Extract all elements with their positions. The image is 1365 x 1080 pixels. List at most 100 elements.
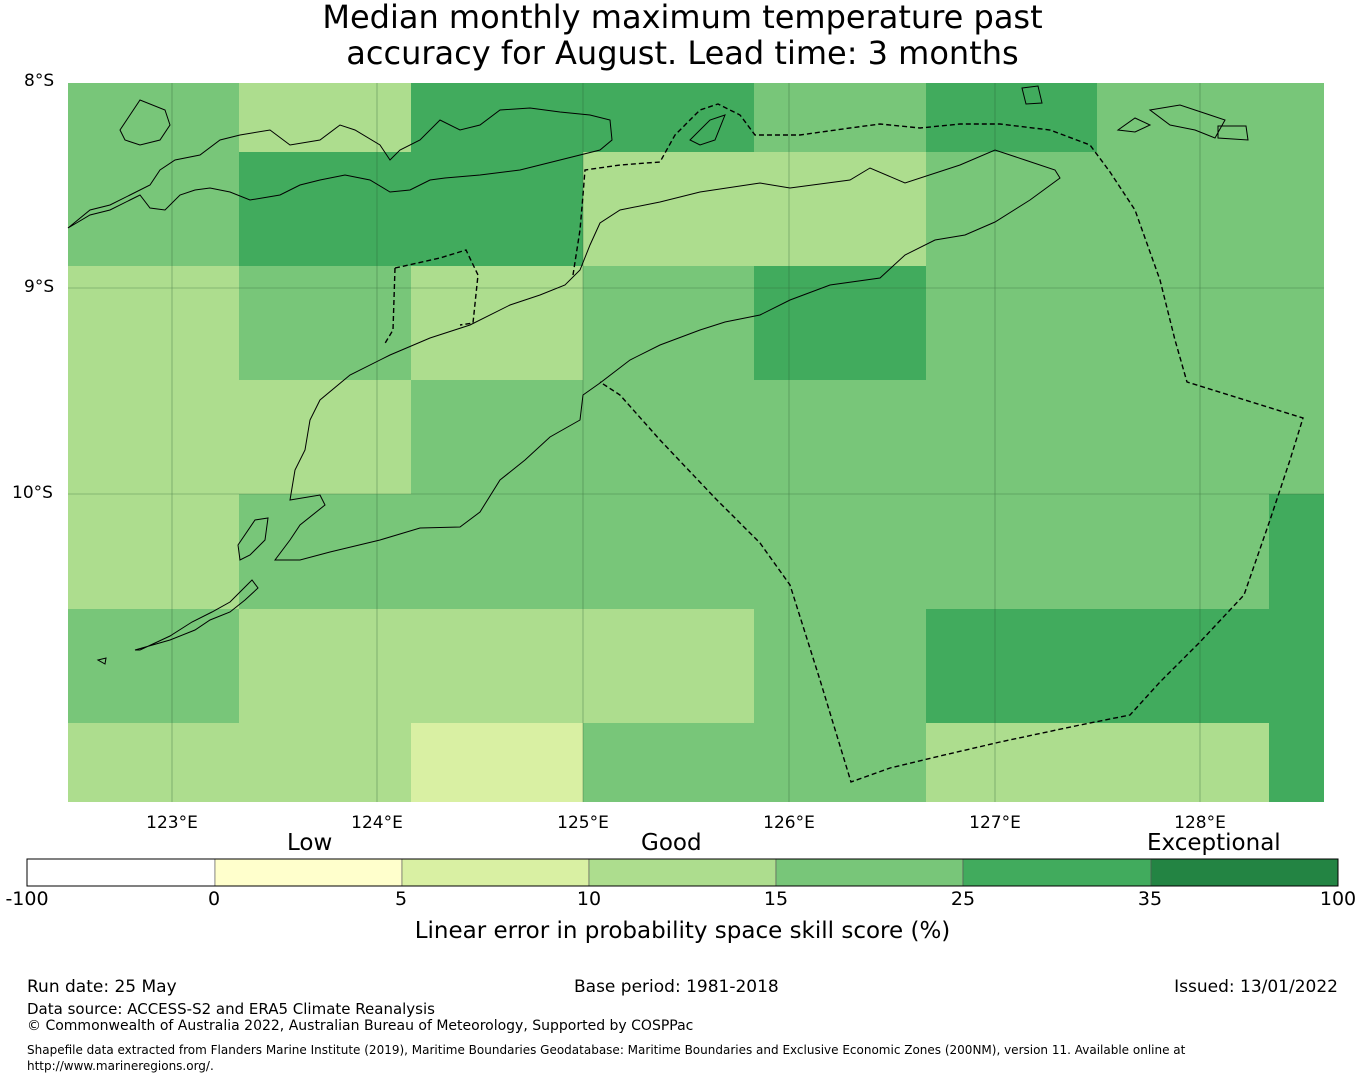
grid-cell: [1269, 152, 1324, 266]
grid-cell: [754, 152, 926, 266]
sumba-islet-2: [1116, 117, 1152, 133]
grid-cell: [754, 609, 926, 723]
grid-cell: [411, 494, 583, 609]
grid-cell: [68, 83, 239, 152]
grid-cell: [1097, 380, 1269, 494]
colorbar-tick-35: 35: [1137, 888, 1163, 910]
grid-cell: [926, 380, 1097, 494]
colorbar-tick-25: 25: [950, 888, 976, 910]
maritime-boundaries: [383, 103, 1304, 783]
grid-cell: [68, 380, 239, 494]
timor-coastline: [274, 149, 1061, 561]
grid-cell: [411, 83, 583, 152]
colorbar-tick-15: 15: [763, 888, 789, 910]
grid-cell: [754, 83, 926, 152]
grid-cell: [754, 723, 926, 802]
grid-cell: [239, 609, 411, 723]
small-islet: [96, 657, 107, 665]
colorbar-tick-10: 10: [576, 888, 602, 910]
northern-island-coastline: [119, 99, 171, 146]
grid-cell: [239, 380, 411, 494]
lon-label-127e: 127°E: [969, 813, 1021, 833]
data-source: Data source: ACCESS-S2 and ERA5 Climate …: [27, 1000, 435, 1018]
grid-cell: [68, 266, 239, 380]
run-date: Run date: 25 May: [27, 977, 177, 997]
sumba-islet-coastline: [1148, 104, 1226, 139]
grid-cells: [68, 83, 1324, 802]
grid-cell: [926, 152, 1097, 266]
colorbar-tick-5: 5: [394, 888, 408, 910]
lon-label-123e: 123°E: [146, 813, 198, 833]
grid-cell: [754, 380, 926, 494]
grid-cell: [1269, 494, 1324, 609]
grid-cell: [926, 266, 1097, 380]
legend-category-low: Low: [287, 830, 333, 856]
grid-cell: [926, 609, 1097, 723]
grid-cell: [1269, 723, 1324, 802]
grid-cell: [583, 723, 754, 802]
grid-cell: [583, 266, 754, 380]
grid-cell: [68, 609, 239, 723]
map-title-line-2: accuracy for August. Lead time: 3 months: [346, 34, 1019, 72]
grid-cell: [411, 723, 583, 802]
grid-cell: [754, 494, 926, 609]
grid-cell: [926, 83, 1097, 152]
map-title-line-1: Median monthly maximum temperature past: [322, 0, 1043, 36]
copyright-notice: © Commonwealth of Australia 2022, Austra…: [27, 1018, 694, 1034]
grid-cell: [411, 152, 583, 266]
lat-label-10s: 10°S: [12, 483, 53, 503]
atauro-islet: [689, 114, 726, 146]
grid-cell: [1269, 83, 1324, 152]
eez-boundary-north: [572, 103, 1304, 783]
grid-cell: [1097, 266, 1269, 380]
grid-cell: [926, 723, 1097, 802]
grid-cell: [68, 494, 239, 609]
grid-cell: [1269, 380, 1324, 494]
grid-cell: [239, 494, 411, 609]
grid-cell: [1269, 266, 1324, 380]
colorbar-tick-100: 100: [1319, 888, 1357, 910]
savu-coastline: [134, 579, 259, 651]
grid-cell: [583, 609, 754, 723]
grid-cell: [68, 152, 239, 266]
rote-islet: [237, 517, 269, 561]
lat-label-9s: 9°S: [24, 277, 55, 297]
colorbar-tick-minus100: -100: [5, 888, 49, 910]
grid-cell: [1097, 723, 1269, 802]
grid-cell: [239, 723, 411, 802]
lon-label-128e: 128°E: [1174, 813, 1226, 833]
grid-cell: [411, 380, 583, 494]
coastlines: [67, 85, 1249, 665]
grid-cell: [583, 380, 754, 494]
flores-coastline: [67, 107, 613, 229]
grid-cell: [68, 723, 239, 802]
grid-cell: [239, 266, 411, 380]
colorbar-tick-0: 0: [207, 888, 221, 910]
lat-label-8s: 8°S: [24, 71, 55, 91]
base-period: Base period: 1981-2018: [574, 977, 779, 997]
legend-category-exceptional: Exceptional: [1147, 830, 1281, 856]
colorbar-label: Linear error in probability space skill …: [414, 918, 951, 944]
grid-cell: [239, 83, 411, 152]
lon-label-126e: 126°E: [763, 813, 815, 833]
islet: [1021, 85, 1043, 105]
legend-category-good: Good: [641, 830, 702, 856]
oecusse-boundary-west: [383, 267, 396, 346]
islet-2: [1217, 125, 1249, 141]
lon-label-124e: 124°E: [351, 813, 403, 833]
grid-cell: [1269, 609, 1324, 723]
grid-cell: [754, 266, 926, 380]
lon-label-125e: 125°E: [557, 813, 609, 833]
issued-date: Issued: 13/01/2022: [1174, 977, 1338, 997]
grid-cell: [411, 266, 583, 380]
grid-cell: [1097, 494, 1269, 609]
grid-cell: [926, 494, 1097, 609]
grid-cell: [583, 83, 754, 152]
grid-cell: [583, 152, 754, 266]
shapefile-attribution: Shapefile data extracted from Flanders M…: [27, 1043, 1186, 1073]
grid-cell: [239, 152, 411, 266]
grid-cell: [1097, 152, 1269, 266]
grid-cell: [411, 609, 583, 723]
grid-cell: [583, 494, 754, 609]
